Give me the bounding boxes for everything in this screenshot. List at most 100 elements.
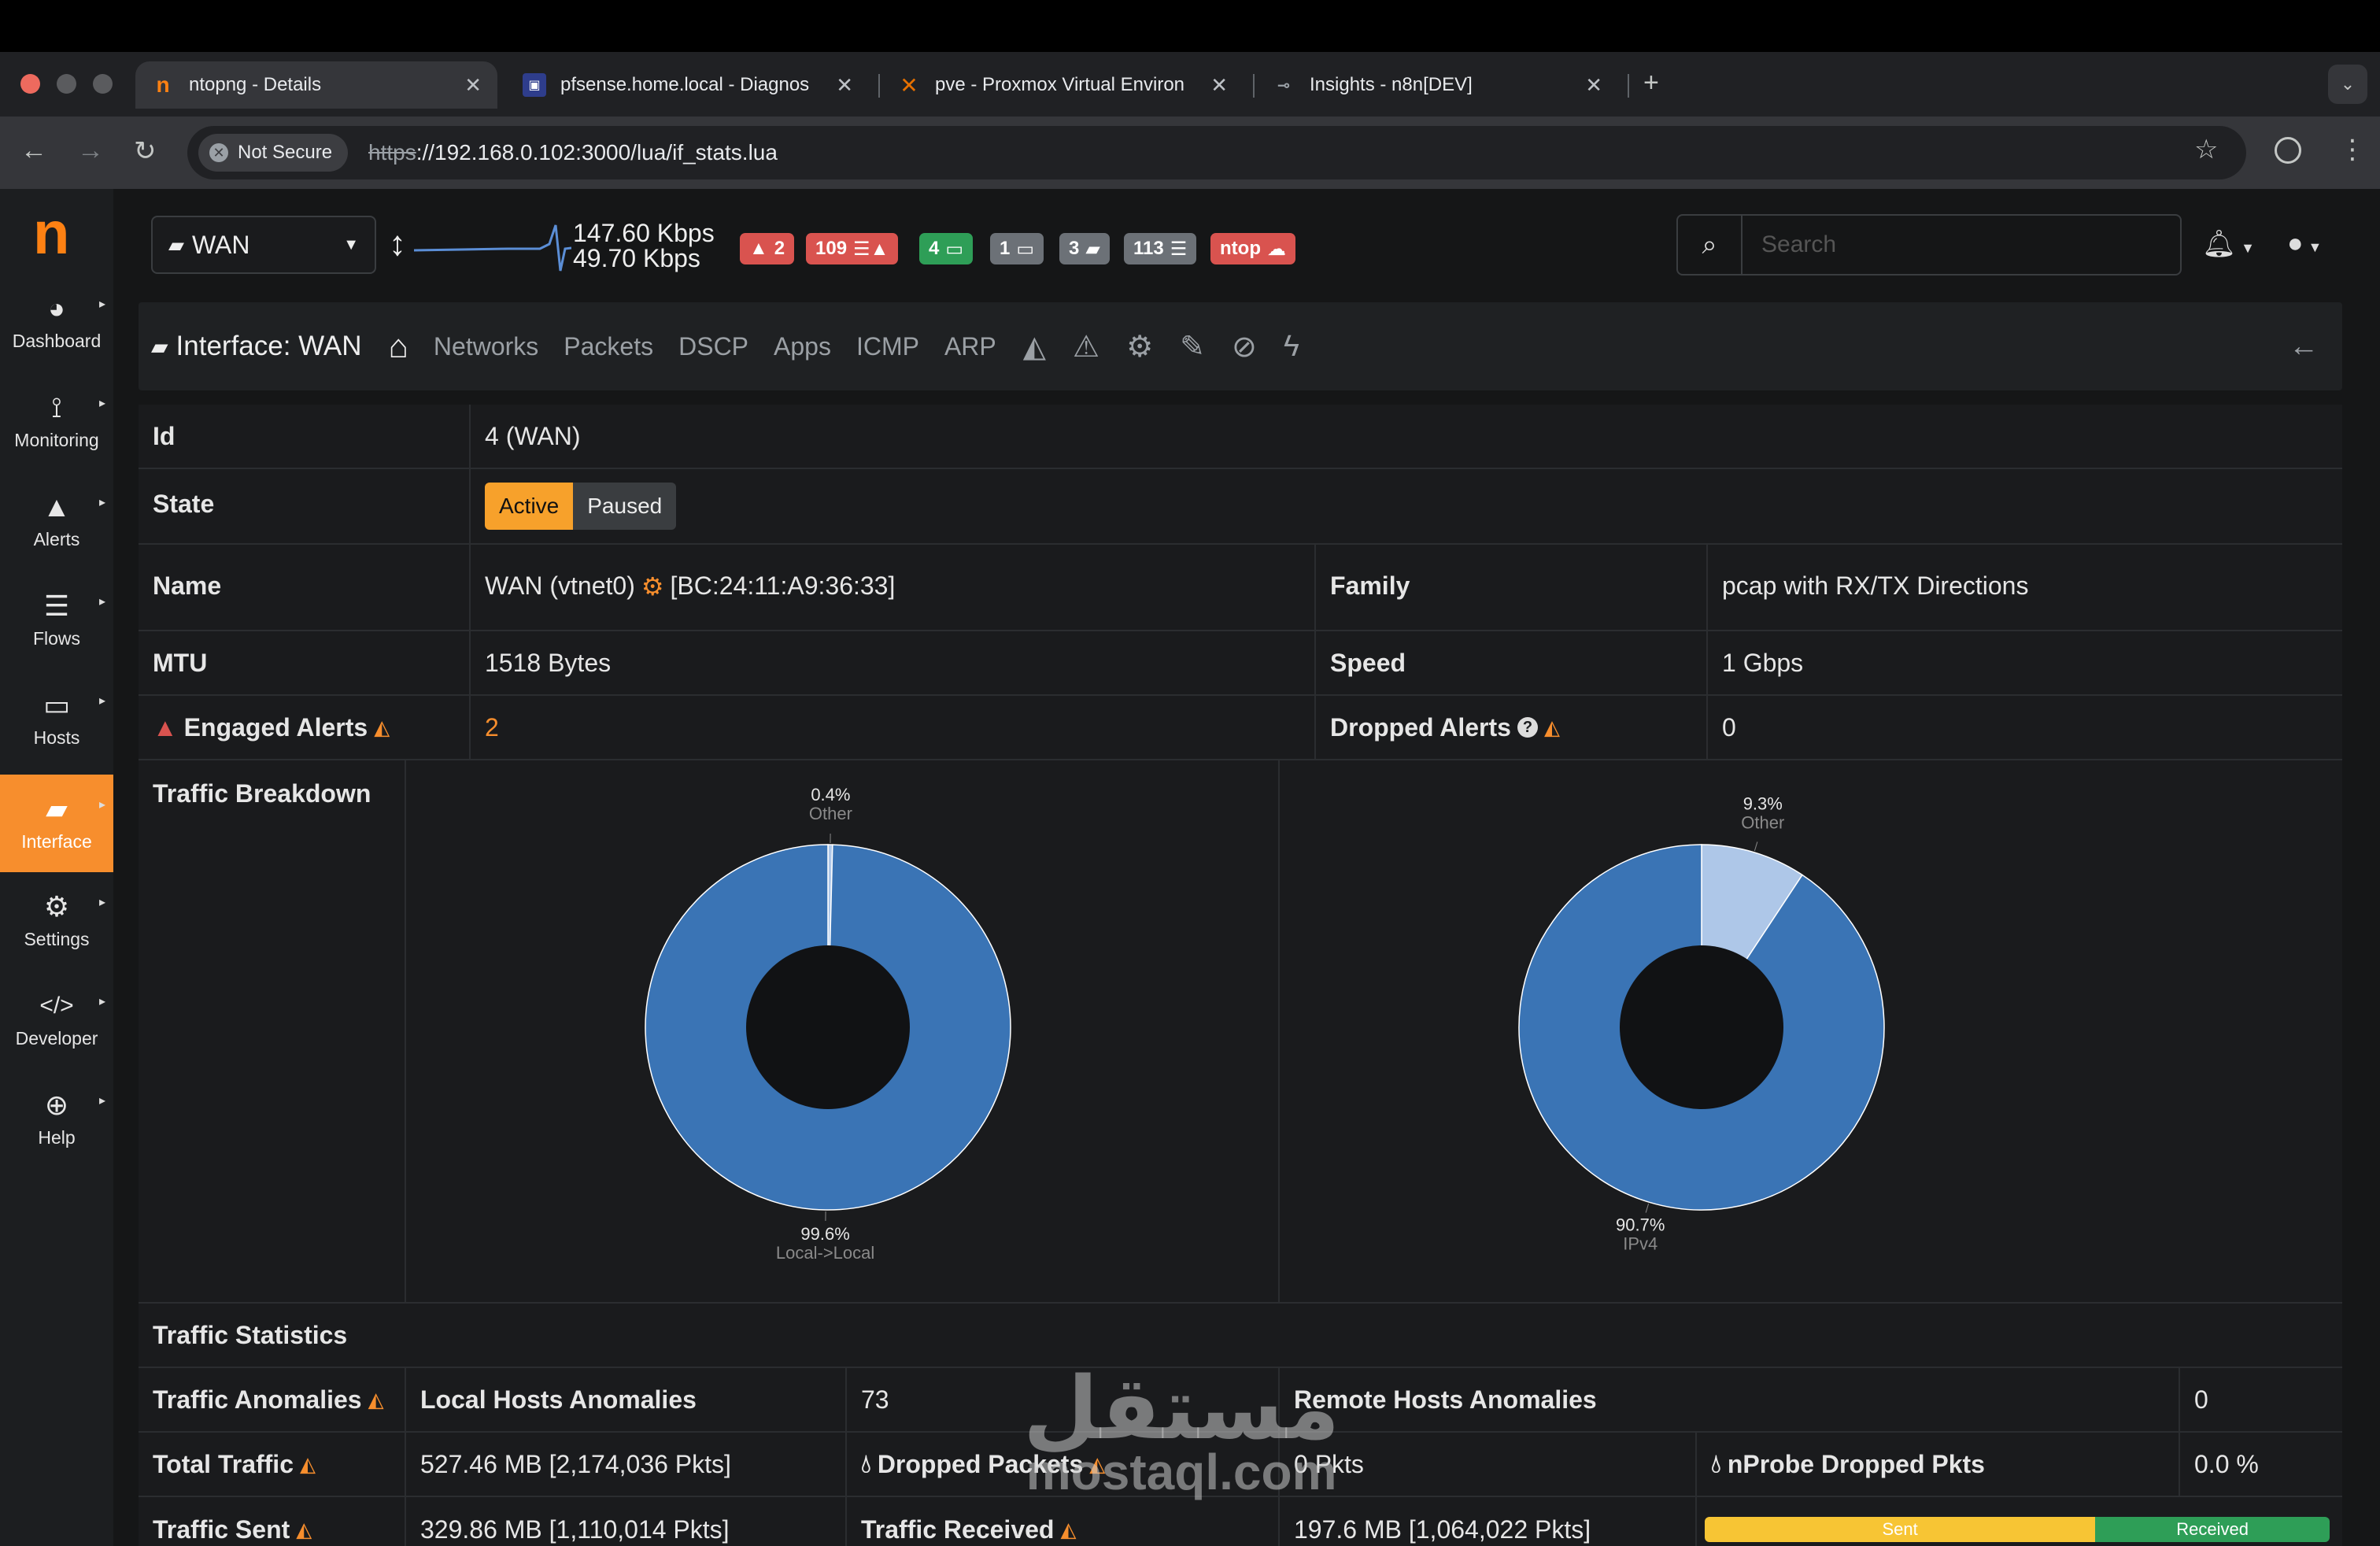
close-tab-icon[interactable]: ✕ [1585, 72, 1602, 97]
caret-right-icon: ▸ [98, 496, 105, 509]
close-tab-icon[interactable]: ✕ [1210, 72, 1228, 97]
tab-dscp[interactable]: DSCP [678, 331, 749, 361]
pie-label-percent: 0.4% [811, 785, 850, 804]
alerted-flows-badge[interactable]: 109 ☰▲ [806, 233, 899, 264]
user-slash-icon[interactable]: ⊘ [1231, 330, 1257, 364]
forward-arrow-icon[interactable]: → [77, 135, 104, 165]
close-tab-icon[interactable]: ✕ [464, 72, 482, 97]
sidebar-item-monitoring[interactable]: ⟟ Monitoring ▸ [14, 390, 105, 450]
browser-tab-active[interactable]: n ntopng - Details ✕ [135, 61, 497, 109]
state-paused-button[interactable]: Paused [573, 483, 677, 530]
tab-separator [1253, 74, 1255, 98]
family-label: Family [1316, 545, 1708, 630]
local-anomalies-value: 73 [847, 1368, 1280, 1431]
sidebar-item-dashboard[interactable]: ◕ Dashboard ▸ [12, 291, 105, 351]
pie-label-percent: 9.3% [1743, 793, 1783, 813]
wrench-icon[interactable]: ✎ [1180, 330, 1205, 364]
pie-label-name: Local->Local [776, 1243, 874, 1263]
area-chart-icon[interactable]: ◭ [296, 1517, 312, 1541]
pie-label-leader [1645, 1203, 1650, 1213]
devices-badge[interactable]: 3 ▰ [1059, 233, 1110, 264]
remote-hosts-badge[interactable]: 1 ▭ [990, 233, 1044, 264]
warning-icon[interactable]: ⚠ [1072, 330, 1100, 364]
monitoring-icon: ⟟ [51, 390, 62, 423]
area-chart-icon[interactable]: ◭ [374, 715, 390, 739]
bolt-icon[interactable]: ϟ [1283, 329, 1299, 363]
close-tab-icon[interactable]: ✕ [836, 72, 853, 97]
search-box[interactable]: ⌕ Search [1676, 214, 2182, 276]
donut-hole [1620, 945, 1783, 1109]
tab-networks[interactable]: Networks [433, 331, 539, 361]
caret-right-icon: ▸ [98, 798, 105, 812]
sent-segment: Sent [1705, 1517, 2096, 1542]
address-bar[interactable] [187, 126, 2246, 179]
sidebar-item-hosts[interactable]: ▭ Hosts ▸ [33, 688, 105, 748]
updown-arrow-icon: ↕ [389, 224, 406, 263]
sidebar-item-interface[interactable]: ▰ Interface ▸ [0, 775, 113, 872]
area-chart-icon[interactable]: ◭ [1060, 1517, 1077, 1541]
tab-apps[interactable]: Apps [774, 331, 831, 361]
browser-menu-icon[interactable]: ⋮ [2339, 135, 2366, 165]
code-icon: </> [39, 992, 74, 1019]
tab-packets[interactable]: Packets [564, 331, 654, 361]
tab-icmp[interactable]: ICMP [856, 331, 919, 361]
table-row: State Active Paused [139, 469, 2342, 545]
ntop-logo[interactable]: n [33, 200, 70, 267]
search-input[interactable]: Search [1761, 231, 1837, 257]
close-window-button[interactable] [20, 74, 40, 94]
user-menu-icon[interactable]: ● ▼ [2287, 228, 2323, 258]
new-tab-icon[interactable]: + [1643, 68, 1659, 98]
area-chart-icon[interactable]: ◭ [1022, 330, 1046, 364]
tab-search-chevron-icon[interactable]: ⌄ [2328, 65, 2367, 104]
not-secure-chip[interactable]: ✕ Not Secure [198, 134, 349, 172]
browser-tab[interactable]: ▣ pfsense.home.local - Diagnos ✕ [507, 61, 869, 109]
engaged-alerts-badge[interactable]: ▲ 2 [740, 233, 795, 264]
ethernet-icon: ▰ [168, 232, 184, 257]
total-traffic-label: Total Traffic ◭ [139, 1433, 406, 1496]
pie-label-percent: 90.7% [1616, 1215, 1665, 1235]
traffic-breakdown-label: Traffic Breakdown [139, 760, 406, 1302]
ethernet-icon: ▰ [1085, 238, 1100, 260]
flows-badge[interactable]: 113 ☰ [1124, 233, 1197, 264]
help-icon[interactable]: ? [1517, 717, 1538, 738]
sidebar-item-help[interactable]: ⊕ Help ▸ [38, 1088, 105, 1148]
tab-arp[interactable]: ARP [944, 331, 996, 361]
local-hosts-badge[interactable]: 4 ▭ [919, 233, 974, 264]
reload-icon[interactable]: ↻ [134, 136, 157, 166]
pie-label-leader [1754, 841, 1758, 852]
back-arrow-icon[interactable]: ← [20, 135, 47, 165]
bookmark-star-icon[interactable]: ☆ [2194, 135, 2219, 165]
notifications-bell-icon[interactable]: 🔔︎ ▼ [2202, 229, 2255, 259]
zoom-window-button[interactable] [93, 74, 113, 94]
mtu-value: 1518 Bytes [471, 631, 1316, 694]
not-secure-icon: ✕ [209, 143, 228, 162]
area-chart-icon[interactable]: ◭ [1089, 1452, 1106, 1476]
url-text[interactable]: https://192.168.0.102:3000/lua/if_stats.… [368, 140, 778, 165]
back-arrow-icon[interactable]: ← [2289, 329, 2319, 363]
area-chart-icon[interactable]: ◭ [368, 1387, 384, 1411]
browser-tab[interactable]: ⊸ Insights - n8n[DEV] ✕ [1256, 61, 1618, 109]
nprobe-dropped-label: 💧︎ nProbe Dropped Pkts [1697, 1433, 2180, 1496]
sidebar-item-flows[interactable]: ☰ Flows ▸ [32, 589, 105, 649]
engaged-alerts-value[interactable]: 2 [471, 696, 1316, 759]
sidebar-item-settings[interactable]: ⚙ Settings ▸ [24, 890, 105, 949]
state-active-button[interactable]: Active [485, 483, 574, 530]
gear-icon[interactable]: ⚙ [1126, 330, 1154, 364]
minimize-window-button[interactable] [57, 74, 76, 94]
interface-navbar: ▰ Interface: WAN ⌂ Networks Packets DSCP … [139, 302, 2342, 390]
sidebar-item-developer[interactable]: </> Developer ▸ [15, 992, 105, 1049]
interface-selector[interactable]: ▰ WAN ▼ [151, 216, 376, 274]
home-icon[interactable]: ⌂ [388, 327, 408, 364]
gear-icon[interactable]: ⚙ [641, 572, 664, 601]
browser-tab[interactable]: ✕ pve - Proxmox Virtual Environ ✕ [881, 61, 1244, 109]
tab-separator [878, 74, 880, 98]
area-chart-icon[interactable]: ◭ [1543, 715, 1560, 739]
ntop-cloud-badge[interactable]: ntop ☁ [1210, 233, 1295, 264]
profile-icon[interactable] [2275, 137, 2301, 164]
sidebar-item-alerts[interactable]: ▲ Alerts ▸ [33, 490, 105, 549]
search-icon[interactable]: ⌕ [1678, 216, 1743, 274]
pfsense-icon: ▣ [523, 73, 546, 97]
table-row: Traffic Breakdown 0.4% Other 99.6% Local->L… [139, 760, 2342, 1304]
n8n-icon: ⊸ [1277, 76, 1291, 94]
area-chart-icon[interactable]: ◭ [299, 1452, 316, 1476]
